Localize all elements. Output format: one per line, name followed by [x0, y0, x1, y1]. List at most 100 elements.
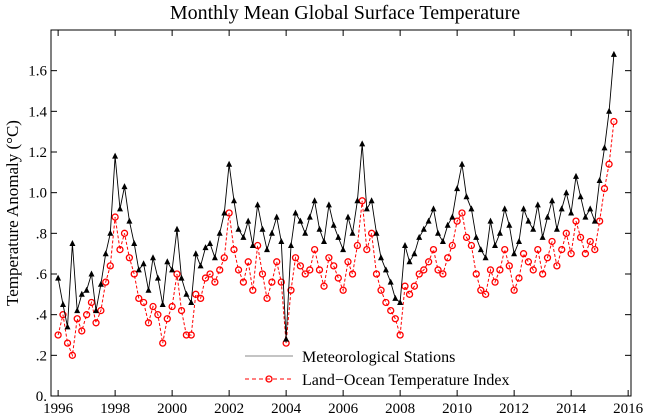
data-point-meteorological-stations — [525, 217, 532, 224]
data-point-meteorological-stations — [121, 183, 128, 190]
x-tick-label: 2002 — [214, 401, 244, 417]
data-point-land-ocean-index — [581, 250, 590, 258]
data-point-land-ocean-index — [263, 294, 271, 303]
data-point-meteorological-stations — [78, 290, 85, 297]
data-point-meteorological-stations — [321, 238, 327, 244]
data-point-land-ocean-index — [73, 315, 81, 323]
data-point-land-ocean-index — [572, 217, 580, 225]
data-point-meteorological-stations — [216, 229, 223, 236]
data-point-land-ocean-index — [481, 290, 490, 298]
data-point-meteorological-stations — [264, 246, 270, 253]
data-point-land-ocean-index — [439, 270, 447, 278]
data-point-land-ocean-index — [334, 274, 342, 282]
series-line-meteorological-stations — [57, 54, 615, 340]
data-point-meteorological-stations — [477, 246, 484, 253]
data-point-meteorological-stations — [610, 50, 617, 57]
data-point-land-ocean-index — [249, 286, 257, 294]
data-point-land-ocean-index — [211, 278, 219, 286]
data-point-meteorological-stations — [240, 233, 247, 240]
data-point-meteorological-stations — [207, 240, 213, 246]
data-point-land-ocean-index — [82, 311, 91, 319]
data-point-meteorological-stations — [249, 242, 256, 248]
data-point-meteorological-stations — [197, 262, 204, 269]
data-point-land-ocean-index — [529, 266, 537, 274]
x-tick-label: 2006 — [328, 401, 359, 417]
data-point-meteorological-stations — [354, 197, 361, 204]
data-point-meteorological-stations — [530, 225, 537, 232]
data-point-land-ocean-index — [273, 258, 281, 266]
data-point-meteorological-stations — [102, 250, 109, 257]
data-point-land-ocean-index — [363, 245, 371, 254]
legend-entry-land-ocean-index: Land−Ocean Temperature Index — [245, 372, 510, 389]
data-point-land-ocean-index — [159, 339, 167, 347]
data-point-meteorological-stations — [349, 229, 356, 236]
data-point-land-ocean-index — [591, 245, 599, 254]
data-point-land-ocean-index — [87, 298, 96, 307]
x-tick-label: 2016 — [613, 401, 644, 417]
data-point-meteorological-stations — [587, 205, 594, 212]
data-point-land-ocean-index — [149, 302, 157, 311]
data-point-land-ocean-index — [472, 270, 480, 278]
data-point-land-ocean-index — [377, 286, 385, 294]
data-point-land-ocean-index — [405, 290, 414, 298]
data-point-land-ocean-index — [348, 270, 357, 278]
data-point-land-ocean-index — [154, 311, 162, 319]
data-point-meteorological-stations — [316, 225, 323, 232]
data-point-land-ocean-index — [543, 254, 552, 262]
data-point-land-ocean-index — [287, 286, 295, 294]
data-point-land-ocean-index — [477, 286, 485, 294]
data-point-land-ocean-index — [258, 270, 267, 278]
data-point-land-ocean-index — [268, 278, 276, 286]
data-point-land-ocean-index — [344, 258, 352, 266]
x-tick-label: 2000 — [157, 401, 187, 417]
data-point-meteorological-stations — [188, 299, 195, 305]
y-tick-label: .8 — [36, 226, 47, 242]
data-point-meteorological-stations — [482, 254, 489, 261]
y-tick-label: 1.2 — [28, 145, 47, 161]
data-point-meteorological-stations — [553, 225, 560, 232]
data-point-land-ocean-index — [434, 266, 442, 274]
data-point-land-ocean-index — [505, 262, 513, 270]
data-point-land-ocean-index — [382, 298, 390, 307]
data-point-meteorological-stations — [506, 221, 513, 228]
y-tick-label: .2 — [36, 348, 47, 364]
data-point-land-ocean-index — [301, 270, 309, 278]
data-point-land-ocean-index — [353, 241, 362, 250]
data-point-land-ocean-index — [177, 306, 186, 315]
data-point-land-ocean-index — [501, 245, 509, 254]
data-point-land-ocean-index — [306, 266, 314, 274]
data-point-meteorological-stations — [596, 177, 603, 183]
data-point-meteorological-stations — [454, 185, 461, 192]
data-point-meteorological-stations — [226, 160, 233, 167]
data-point-land-ocean-index — [206, 270, 214, 278]
data-point-land-ocean-index — [610, 117, 618, 126]
data-point-meteorological-stations — [468, 205, 475, 212]
data-point-land-ocean-index — [196, 294, 205, 303]
data-point-meteorological-stations — [420, 225, 427, 232]
data-point-meteorological-stations — [516, 238, 522, 244]
x-tick-label: 2014 — [556, 401, 587, 417]
legend-label-land-ocean-index: Land−Ocean Temperature Index — [302, 372, 510, 389]
data-point-meteorological-stations — [501, 205, 508, 212]
data-point-meteorological-stations — [577, 193, 584, 200]
y-tick-label: 1.0 — [28, 186, 47, 202]
data-point-land-ocean-index — [467, 241, 476, 250]
legend-marker-land-ocean-index — [265, 375, 273, 383]
legend-entry-meteorological-stations: Meteorological Stations — [245, 349, 455, 366]
data-point-meteorological-stations — [573, 172, 579, 179]
data-point-meteorological-stations — [174, 225, 180, 232]
data-point-land-ocean-index — [519, 250, 528, 258]
data-point-meteorological-stations — [283, 335, 290, 342]
data-point-land-ocean-index — [415, 270, 423, 278]
data-point-meteorological-stations — [60, 301, 66, 307]
data-point-meteorological-stations — [411, 250, 418, 257]
data-point-meteorological-stations — [97, 280, 104, 287]
data-point-land-ocean-index — [187, 331, 195, 339]
data-point-land-ocean-index — [315, 266, 324, 274]
data-point-meteorological-stations — [444, 221, 451, 228]
data-point-meteorological-stations — [159, 301, 166, 307]
data-point-land-ocean-index — [139, 298, 148, 307]
data-point-meteorological-stations — [463, 193, 470, 200]
series-line-land-ocean-index — [57, 121, 615, 358]
y-axis-label: Temperature Anomaly (°C) — [3, 120, 22, 306]
